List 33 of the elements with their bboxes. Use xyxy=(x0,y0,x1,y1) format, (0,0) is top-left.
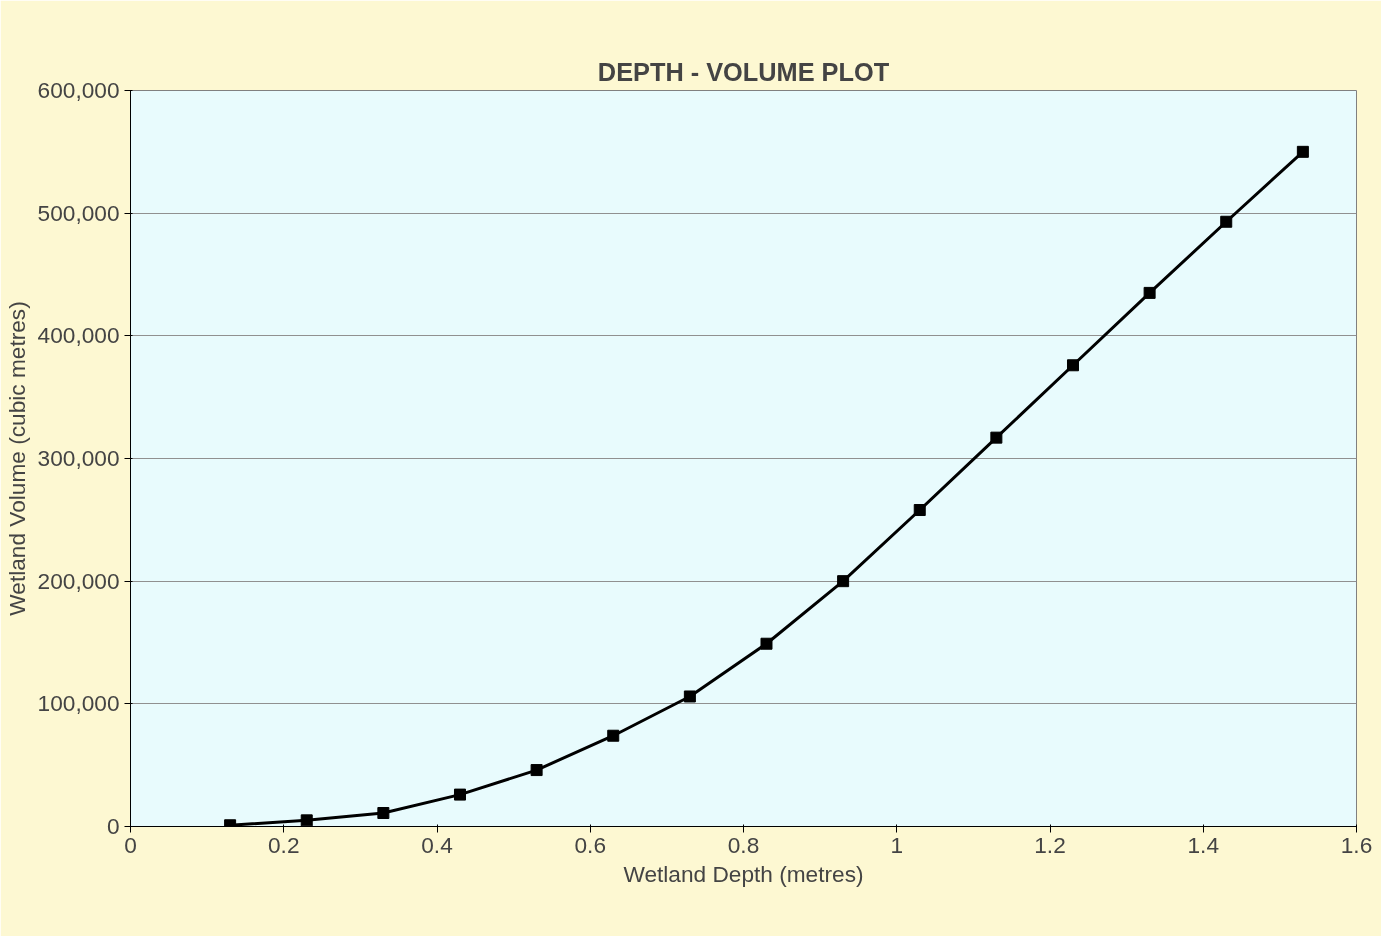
x-tick-label: 1.4 xyxy=(1187,831,1219,858)
x-tick-label: 0.4 xyxy=(421,831,453,858)
y-tick-label: 100,000 xyxy=(37,690,120,717)
point xyxy=(1220,215,1233,228)
x-axis-title: Wetland Depth (metres) xyxy=(623,860,864,887)
x-tick-label: 0.2 xyxy=(268,831,300,858)
x-tick-label: 0.6 xyxy=(574,831,606,858)
point xyxy=(607,729,620,742)
point xyxy=(377,807,390,820)
point xyxy=(1296,145,1309,158)
y-tick-label: 0 xyxy=(106,813,120,839)
chart-title: DEPTH - VOLUME PLOT xyxy=(597,57,890,86)
x-tick-label: 0 xyxy=(124,831,137,858)
y-tick-label: 600,000 xyxy=(37,77,120,103)
point xyxy=(1066,359,1079,372)
point xyxy=(913,504,926,517)
x-tick-label: 1.2 xyxy=(1034,831,1066,858)
y-tick-label: 500,000 xyxy=(37,199,120,226)
point xyxy=(990,431,1003,444)
y-tick-label: 300,000 xyxy=(37,445,120,471)
y-axis-title: Wetland Volume (cubic metres) xyxy=(3,301,30,616)
point xyxy=(760,637,773,650)
x-tick-label: 0.8 xyxy=(727,831,760,858)
x-tick-label: 1.6 xyxy=(1340,831,1373,858)
point xyxy=(530,764,543,777)
point xyxy=(683,690,696,703)
point xyxy=(1143,286,1156,299)
point xyxy=(300,814,313,827)
point xyxy=(837,575,850,588)
x-tick-label: 1 xyxy=(890,831,904,858)
y-tick-label: 200,000 xyxy=(37,567,120,594)
y-tick-label: 400,000 xyxy=(37,322,120,349)
point xyxy=(453,788,466,801)
